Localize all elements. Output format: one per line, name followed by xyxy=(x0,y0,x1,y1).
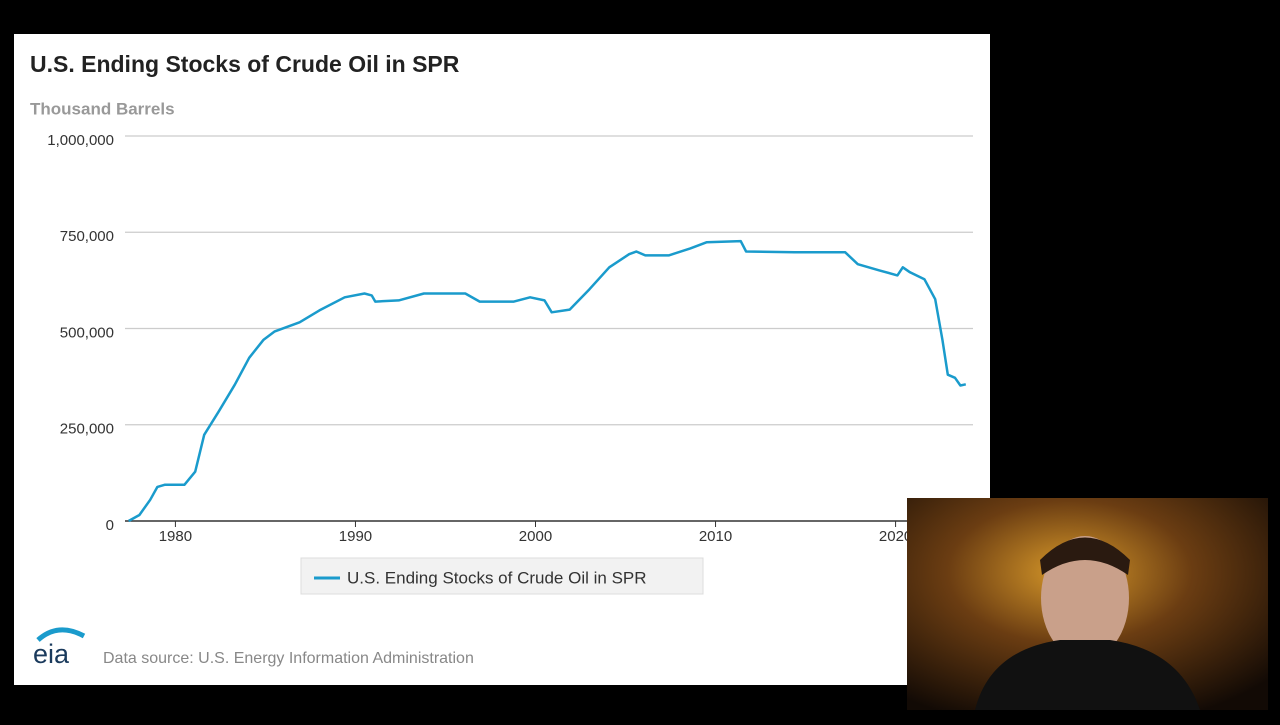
y-tick-label: 1,000,000 xyxy=(47,132,114,149)
plot: 0 250,000 500,000 750,000 1,000,000 1980 1990 2… xyxy=(47,132,973,545)
y-axis-label: Thousand Barrels xyxy=(30,99,175,118)
webcam xyxy=(907,498,1268,710)
webcam-hair xyxy=(1040,537,1130,575)
x-tick-label: 1990 xyxy=(339,528,372,545)
source-note: Data source: U.S. Energy Information Adm… xyxy=(103,650,474,667)
x-tick-label: 2010 xyxy=(699,528,732,545)
webcam-face xyxy=(1041,536,1129,660)
logo-arc xyxy=(36,627,86,642)
x-tick-label: 2020 xyxy=(879,528,912,545)
y-tick-label: 500,000 xyxy=(60,324,114,341)
webcam-shirt xyxy=(975,640,1200,710)
legend xyxy=(300,557,704,595)
data-line xyxy=(127,239,967,523)
y-tick-label: 0 xyxy=(106,517,114,534)
chart-title: U.S. Ending Stocks of Crude Oil in SPR xyxy=(30,51,460,77)
x-tick-label: 2000 xyxy=(519,528,552,545)
logo-text: eia xyxy=(33,639,70,669)
x-tick-label: 1980 xyxy=(159,528,192,545)
y-tick-label: 750,000 xyxy=(60,228,114,245)
legend-label: U.S. Ending Stocks of Crude Oil in SPR xyxy=(347,568,647,587)
y-tick-label: 250,000 xyxy=(60,421,114,438)
